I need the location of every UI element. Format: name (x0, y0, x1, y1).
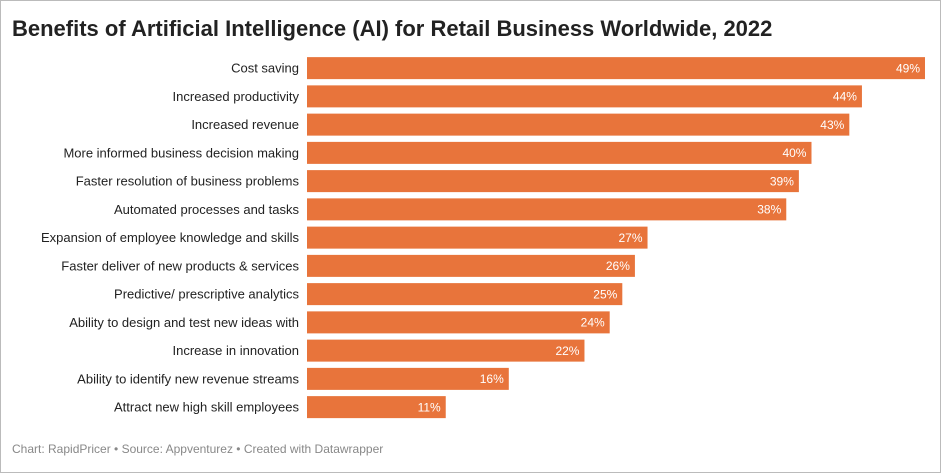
value-label: 26% (606, 259, 630, 273)
value-label: 11% (418, 400, 441, 414)
value-label: 44% (833, 90, 857, 104)
value-label: 22% (555, 344, 579, 358)
bar (307, 85, 862, 108)
value-label: 24% (581, 316, 605, 330)
category-label: Increase in innovation (173, 343, 299, 358)
value-label: 49% (896, 61, 920, 75)
category-label: Predictive/ prescriptive analytics (114, 287, 299, 302)
category-label: Ability to identify new revenue streams (77, 371, 299, 386)
value-label: 43% (820, 118, 844, 132)
category-label: More informed business decision making (63, 145, 299, 160)
category-label: Expansion of employee knowledge and skil… (41, 230, 299, 245)
bar (307, 254, 635, 277)
bar (307, 57, 925, 80)
category-label: Faster resolution of business problems (76, 174, 300, 189)
bar (307, 198, 787, 221)
footer: Chart: RapidPricer • Source: Appventurez… (12, 442, 383, 456)
value-label: 38% (757, 203, 781, 217)
value-label: 25% (593, 287, 617, 301)
bar (307, 141, 812, 164)
category-label: Increased revenue (191, 117, 299, 132)
chart-title: Benefits of Artificial Intelligence (AI)… (12, 16, 772, 41)
bar (307, 367, 509, 390)
bar (307, 283, 623, 306)
value-label: 40% (782, 146, 806, 160)
bar (307, 311, 610, 334)
bar (307, 113, 850, 136)
value-label: 27% (618, 231, 642, 245)
category-label: Cost saving (231, 61, 299, 76)
category-label: Automated processes and tasks (114, 202, 299, 217)
value-label: 16% (480, 372, 504, 386)
bar (307, 396, 446, 419)
category-label: Increased productivity (173, 89, 300, 104)
category-label: Faster deliver of new products & service… (61, 258, 299, 273)
bar (307, 226, 648, 249)
bar (307, 170, 799, 193)
category-label: Attract new high skill employees (114, 400, 299, 415)
value-label: 39% (770, 174, 794, 188)
bar (307, 339, 585, 362)
category-label: Ability to design and test new ideas wit… (69, 315, 299, 330)
